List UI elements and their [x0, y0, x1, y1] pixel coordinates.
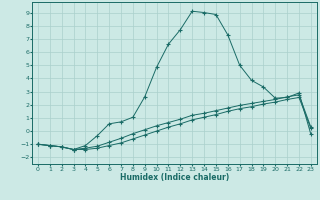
X-axis label: Humidex (Indice chaleur): Humidex (Indice chaleur) [120, 173, 229, 182]
